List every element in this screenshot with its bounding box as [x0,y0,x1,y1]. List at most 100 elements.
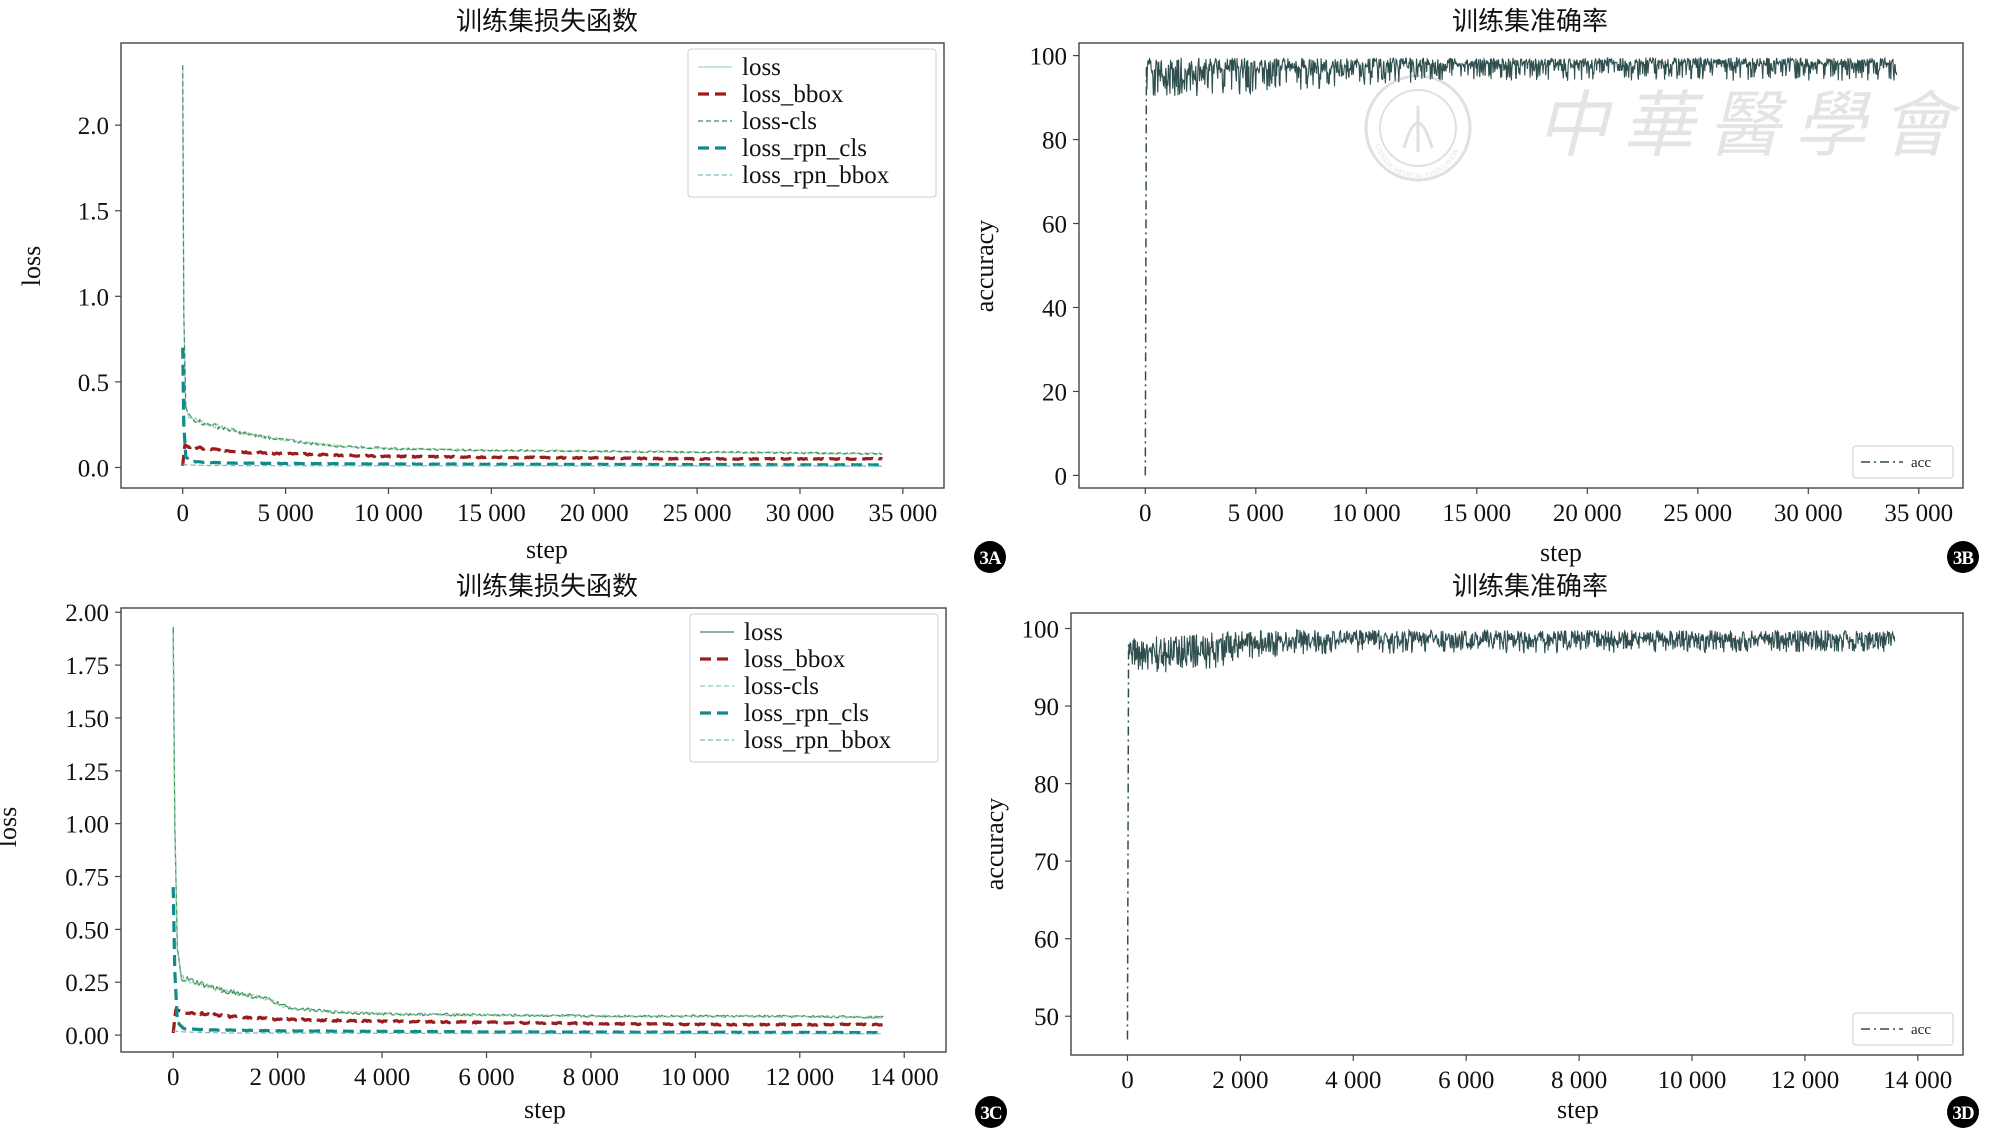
watermark: CHINESE MEDICAL ASSOCIATION 中華醫學會 [1364,74,1952,182]
x-tick-label: 2 000 [250,1064,306,1091]
y-axis-label: accuracy [970,220,999,312]
x-tick-label: 30 000 [766,500,835,527]
panel-badge-label: 3B [1953,548,1975,569]
y-tick-label: 2.0 [78,113,109,140]
x-tick-label: 10 000 [661,1064,730,1091]
legend-label: acc [1911,455,1931,471]
y-tick-label: 80 [1034,772,1059,799]
y-tick-label: 0.5 [78,370,109,397]
series-loss-rpn-bbox-line [173,1030,884,1035]
legend-box [687,48,937,198]
y-tick-label: 0.00 [65,1023,109,1050]
legend-label: loss_rpn_bbox [744,727,892,754]
panel-badge-label: 3A [979,548,1002,569]
x-tick-label: 12 000 [765,1064,834,1091]
panel-badge: 3C [975,1096,1007,1128]
y-tick-label: 0.50 [65,917,109,944]
legend-label: loss_rpn_bbox [742,162,890,189]
y-tick-label: 100 [1030,44,1068,71]
legend-label: loss_rpn_cls [744,700,869,727]
x-tick-label: 8 000 [563,1064,619,1091]
y-tick-label: 60 [1034,927,1059,954]
plot-frame [120,42,945,489]
y-tick-label: 60 [1042,212,1067,239]
x-tick-label: 4 000 [354,1064,410,1091]
y-tick-label: 1.75 [65,653,109,680]
x-tick-label: 14 000 [1883,1067,1952,1094]
x-tick-label: 25 000 [1663,500,1732,527]
y-tick-label: 1.5 [78,199,109,226]
series-acc-noise [1145,56,1898,97]
x-tick-label: 10 000 [1658,1067,1727,1094]
panel-badge: 3B [1947,541,1979,573]
x-tick-label: 0 [1121,1067,1134,1094]
panel-badge: 3A [974,541,1006,573]
y-tick-label: 40 [1042,295,1067,322]
x-tick-label: 8 000 [1551,1067,1607,1094]
y-tick-label: 0.25 [65,970,109,997]
legend-box [689,613,939,763]
x-tick-label: 30 000 [1774,500,1843,527]
x-tick-label: 35 000 [868,500,937,527]
legend-label: loss-cls [744,673,819,700]
series-loss-rpn-bbox-line [182,463,883,467]
y-tick-label: 1.0 [78,284,109,311]
x-tick-label: 0 [1139,500,1152,527]
panel-badge-circle [1947,541,1979,573]
y-axis-label: loss [17,246,46,286]
series-loss-rpn-cls-line [181,347,883,467]
plot-frame [1070,612,1964,1056]
series-loss-bbox-line [171,1008,884,1034]
series-loss-cls-line [172,633,884,1019]
x-axis-label: step [526,535,568,564]
y-axis-label: loss [0,807,22,847]
x-tick-label: 5 000 [257,500,313,527]
x-tick-label: 14 000 [870,1064,939,1091]
x-tick-label: 0 [176,500,189,527]
series-loss-cls-line [182,65,883,456]
plot-frame [120,607,947,1053]
plot-frame [1078,42,1964,489]
x-tick-label: 12 000 [1771,1067,1840,1094]
series-loss-bbox-line [181,443,884,466]
panel-badge-circle [975,1096,1007,1128]
watermark-seal: CHINESE MEDICAL ASSOCIATION [1364,74,1472,182]
chart-title: 训练集准确率 [1452,7,1608,36]
y-tick-label: 90 [1034,694,1059,721]
chart-3c: 训练集损失函数 0 2 000 4 000 6 000 8 000 10 000 12 000… [0,572,1007,1128]
x-axis-label: step [1540,538,1582,567]
legend-label: loss [744,619,783,646]
x-tick-label: 6 000 [1438,1067,1494,1094]
y-tick-label: 1.25 [65,759,109,786]
y-tick-label: 80 [1042,128,1067,155]
chart-3b: 训练集准确率 0 5 000 10 000 15 000 20 000 25 000 30 0… [970,7,1979,573]
y-tick-label: 1.50 [65,706,109,733]
panel-badge-label: 3D [1952,1103,1974,1124]
legend: lossloss_bboxloss-clsloss_rpn_clsloss_rp… [687,48,937,198]
legend: acc [1852,1012,1954,1046]
series-acc-ramp [1144,68,1148,476]
x-axis-label: step [524,1095,566,1124]
plot-area [171,626,884,1035]
y-tick-label: 100 [1022,617,1060,644]
x-tick-label: 15 000 [457,500,526,527]
panel-badge-circle [1947,1096,1979,1128]
panel-badge-circle [974,541,1006,573]
x-axis-label: step [1557,1095,1599,1124]
x-tick-label: 6 000 [458,1064,514,1091]
chart-title: 训练集损失函数 [456,572,638,601]
plot-area [1144,56,1898,476]
y-tick-label: 2.00 [65,600,109,627]
plot-area [181,65,884,467]
x-tick-label: 4 000 [1325,1067,1381,1094]
legend-label: loss-cls [742,108,817,135]
y-tick-label: 70 [1034,849,1059,876]
x-tick-label: 15 000 [1442,500,1511,527]
legend-label: loss_bbox [742,81,844,108]
y-tick-label: 50 [1034,1004,1059,1031]
x-tick-label: 10 000 [1332,500,1401,527]
x-tick-label: 25 000 [663,500,732,527]
x-tick-label: 0 [167,1064,180,1091]
x-tick-label: 20 000 [1553,500,1622,527]
